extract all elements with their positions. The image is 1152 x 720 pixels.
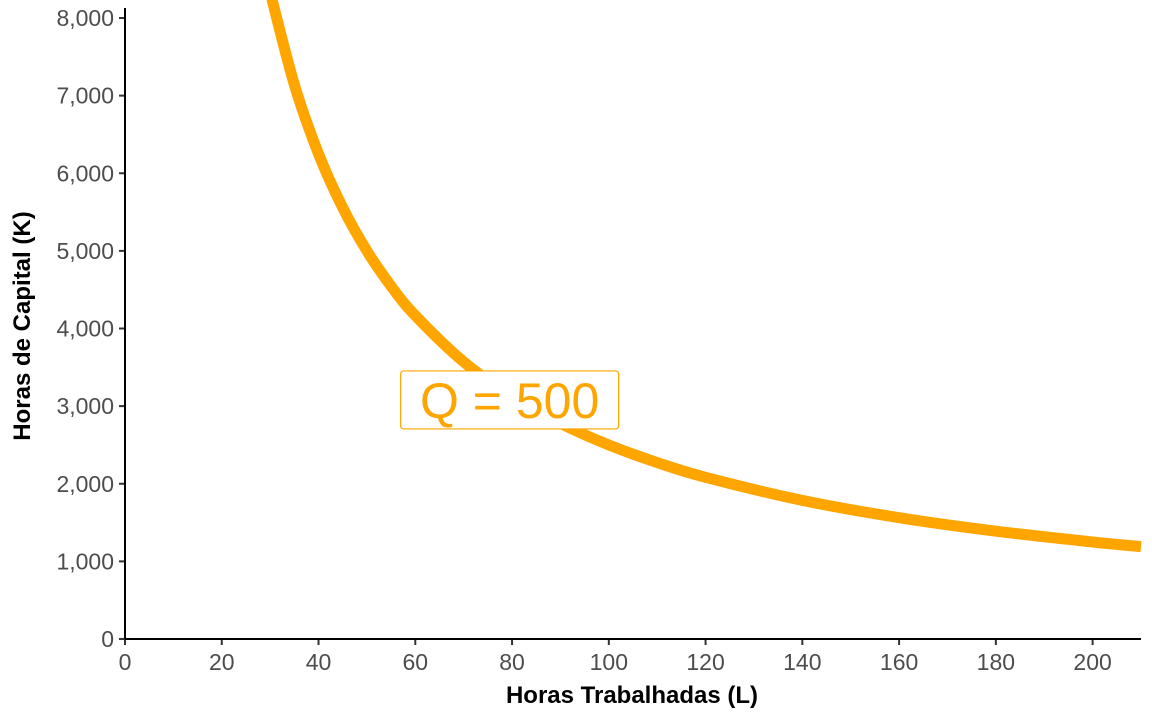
y-tick-label: 2,000 [56, 471, 114, 497]
annotation-box [400, 370, 620, 430]
y-axis-title: Horas de Capital (K) [9, 211, 36, 440]
y-tick-label: 0 [101, 626, 114, 652]
isoquant-curve [266, 0, 1142, 553]
y-tick-label: 5,000 [56, 238, 114, 264]
x-tick-label: 0 [119, 649, 132, 675]
y-tick-label: 6,000 [56, 160, 114, 186]
x-tick-label: 180 [977, 649, 1015, 675]
x-tick-label: 80 [499, 649, 525, 675]
x-tick-label: 40 [306, 649, 332, 675]
x-axis-ticks: 0 20 40 60 80 100 120 140 160 180 200 [119, 639, 1112, 675]
x-tick-label: 20 [209, 649, 235, 675]
x-tick-label: 60 [402, 649, 428, 675]
y-tick-label: 4,000 [56, 316, 114, 342]
x-axis-title: Horas Trabalhadas (L) [506, 682, 758, 709]
y-tick-label: 3,000 [56, 393, 114, 419]
x-tick-label: 160 [880, 649, 918, 675]
y-tick-label: 8,000 [56, 5, 114, 31]
x-tick-label: 120 [686, 649, 724, 675]
y-tick-label: 7,000 [56, 83, 114, 109]
annotation-label: Q = 500 [420, 373, 599, 429]
series-layer [266, 0, 1142, 553]
x-tick-label: 100 [590, 649, 628, 675]
annotation-layer: Q = 500 [400, 370, 620, 430]
y-axis-ticks: 0 1,000 2,000 3,000 4,000 5,000 6,000 7,000 8,00… [56, 5, 125, 652]
y-tick-label: 1,000 [56, 548, 114, 574]
x-tick-label: 140 [783, 649, 821, 675]
x-tick-label: 200 [1073, 649, 1111, 675]
